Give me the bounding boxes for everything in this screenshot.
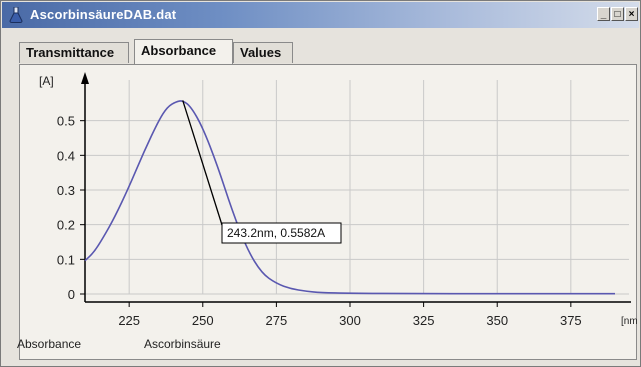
y-tick-label: 0.4 (57, 148, 75, 163)
x-tick-label: 275 (266, 313, 288, 328)
window-title: AscorbinsäureDAB.dat (30, 7, 177, 22)
flask-icon (9, 7, 23, 23)
chart-series (84, 100, 615, 295)
x-tick-label: 350 (486, 313, 508, 328)
chart-grid (85, 80, 629, 295)
y-axis-arrow (81, 72, 89, 84)
chart-ticks: [A] [nm] 0 0.1 0.2 0.3 0.4 0.5 225 250 275 300 325 35… (39, 74, 637, 328)
x-tick-label: 300 (339, 313, 361, 328)
y-axis-label: [A] (39, 74, 54, 88)
maximize-button[interactable]: □ (611, 7, 624, 21)
tab-transmittance[interactable]: Transmittance (19, 42, 129, 63)
y-tick-label: 0.3 (57, 183, 75, 198)
tab-values[interactable]: Values (233, 42, 293, 63)
x-tick-label: 325 (413, 313, 435, 328)
y-tick-label: 0 (68, 287, 75, 302)
annotation-leader (182, 100, 223, 226)
absorbance-chart[interactable]: [A] [nm] 0 0.1 0.2 0.3 0.4 0.5 225 250 275 300 325 35… (19, 64, 637, 360)
tab-absorbance[interactable]: Absorbance (134, 39, 233, 64)
x-axis-label: [nm] (621, 316, 637, 327)
close-button[interactable]: × (625, 7, 638, 21)
y-tick-label: 0.5 (57, 114, 75, 129)
minimize-button[interactable]: _ (597, 7, 610, 21)
annotation-box (221, 222, 342, 244)
y-tick-label: 0.2 (57, 218, 75, 233)
title-bar[interactable]: AscorbinsäureDAB.dat _ □ × (2, 2, 639, 28)
annotation-text: 243.2nm, 0.5582A (227, 226, 325, 240)
y-tick-label: 0.1 (57, 252, 75, 267)
x-tick-label: 225 (118, 313, 140, 328)
x-tick-label: 375 (560, 313, 582, 328)
legend-mode-label: Absorbance (17, 337, 82, 351)
chart-panel (19, 64, 637, 360)
series-line (84, 100, 615, 295)
legend-series-label: Ascorbinsäure (144, 337, 221, 351)
x-tick-label: 250 (192, 313, 214, 328)
chart-axes (81, 72, 631, 303)
chart-annotation: 243.2nm, 0.5582A (182, 100, 342, 244)
